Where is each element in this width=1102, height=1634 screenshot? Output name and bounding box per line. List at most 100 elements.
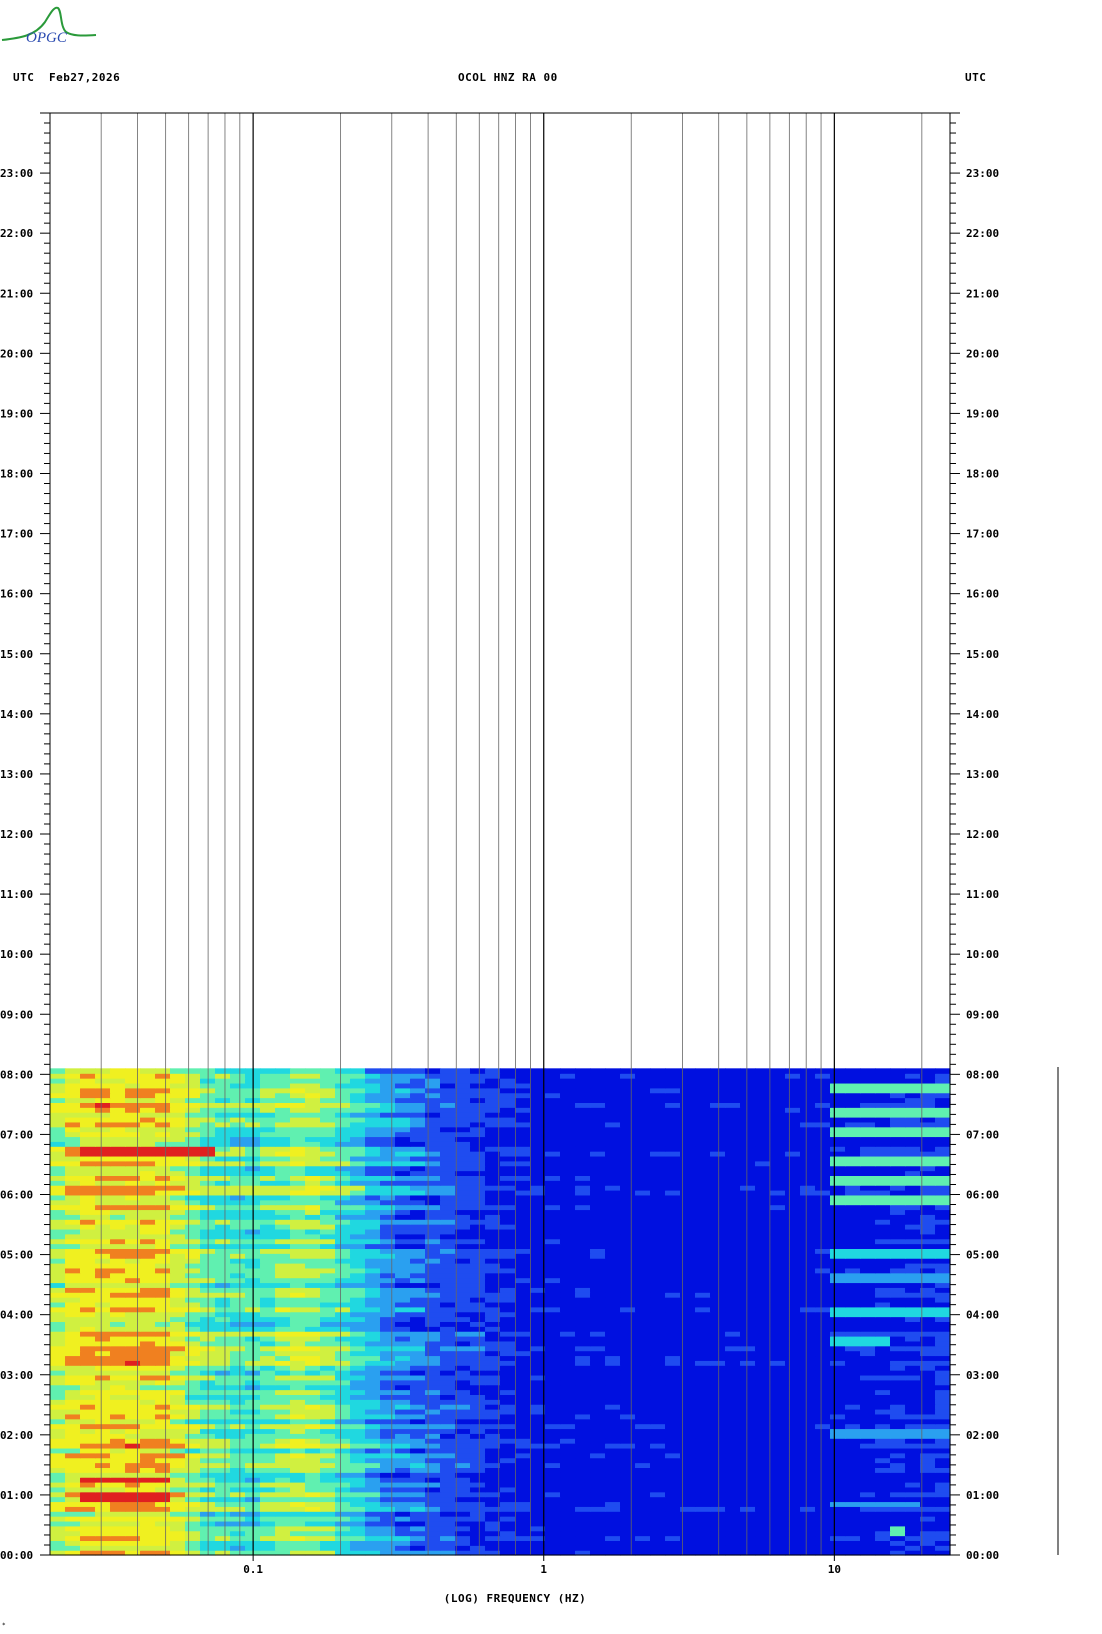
spectrogram-cell [545,1151,561,1157]
spectrogram-cell [620,1185,636,1191]
spectrogram-cell [545,1301,561,1308]
spectrogram-cell [635,1374,651,1381]
spectrogram-cell [815,1423,831,1430]
spectrogram-cell [680,1306,696,1313]
spectrogram-cell [365,1540,381,1546]
spectrogram-cell [275,1365,291,1371]
spectrogram-cell [485,1384,501,1391]
spectrogram-cell [170,1423,186,1430]
spectrogram-cell [935,1238,951,1245]
spectrogram-cell [170,1170,186,1176]
spectrogram-cell [365,1253,381,1259]
spectrogram-cell [95,1160,111,1167]
spectrogram-cell [860,1482,876,1488]
spectrogram-cell [440,1194,456,1201]
spectrogram-cell [350,1350,366,1357]
spectrogram-cell [455,1272,471,1279]
spectrogram-cell [755,1477,771,1483]
spectrogram-cell [335,1482,351,1488]
spectrogram-cell [440,1282,456,1288]
spectrogram-cell [185,1180,201,1186]
spectrogram-cell [380,1399,396,1405]
spectrogram-cell [605,1243,621,1249]
spectrogram-cell [935,1472,951,1478]
spectrogram-cell [650,1511,666,1517]
spectrogram-cell [500,1287,516,1293]
spectrogram-cell [605,1355,621,1361]
spectrogram-cell [560,1209,576,1215]
spectrogram-cell [470,1404,486,1410]
spectrogram-cell [155,1253,171,1259]
spectrogram-cell [830,1155,846,1162]
spectrogram-cell [425,1365,441,1371]
spectrogram-cell [890,1185,906,1191]
spectrogram-cell [155,1472,171,1478]
spectrogram-cell [710,1520,726,1527]
spectrogram-cell [920,1155,936,1162]
spectrogram-cell [815,1180,831,1186]
spectrogram-cell [620,1360,636,1366]
spectrogram-cell [95,1253,111,1259]
spectrogram-cell [635,1413,651,1420]
spectrogram-cell [230,1447,246,1454]
spectrogram-cell [95,1209,111,1215]
spectrogram-cell [410,1170,426,1176]
spectrogram-cell [230,1379,246,1386]
spectrogram-cell [260,1472,276,1478]
spectrogram-cell [185,1550,201,1556]
spectrogram-cell [50,1282,66,1288]
spectrogram-cell [860,1418,876,1425]
spectrogram-cell [455,1482,471,1488]
spectrogram-cell [530,1350,546,1357]
spectrogram-cell [425,1530,441,1537]
spectrogram-cell [260,1204,276,1211]
spectrogram-cell [590,1180,606,1186]
spectrogram-cell [860,1297,876,1303]
spectrogram-cell [860,1472,876,1478]
spectrogram-cell [125,1326,141,1332]
spectrogram-cell [680,1520,696,1527]
spectrogram-cell [710,1277,726,1284]
spectrogram-cell [590,1253,606,1259]
spectrogram-cell [545,1262,561,1269]
spectrogram-cell [935,1311,951,1318]
spectrogram-cell [395,1326,411,1332]
spectrogram-cell [50,1155,66,1162]
spectrogram-cell [155,1438,171,1444]
spectrogram-cell [830,1297,846,1303]
spectrogram-cell [140,1540,156,1546]
spectrogram-cell [140,1224,156,1230]
spectrogram-cell [65,1316,81,1322]
spectrogram-cell [350,1418,366,1425]
spectrogram-cell [620,1165,636,1172]
spectrogram-cell [140,1423,156,1430]
spectrogram-cell [800,1326,816,1332]
spectrogram-cell [680,1472,696,1478]
spectrogram-cell [860,1151,876,1157]
spectrogram-cell [335,1447,351,1454]
spectrogram-cell [830,1345,846,1352]
spectrogram-cell [650,1467,666,1473]
spectrogram-cell [365,1267,381,1274]
spectrogram-cell [305,1365,321,1371]
spectrogram-cell [290,1287,306,1293]
spectrogram-cell [755,1282,771,1288]
spectrogram-cell [125,1438,141,1444]
spectrogram-cell [50,1340,66,1347]
spectrogram-cell [470,1525,486,1532]
spectrogram-cell [320,1374,336,1381]
spectrogram-cell [905,1262,921,1269]
spectrogram-cell [650,1189,666,1196]
spectrogram-cell [110,1248,126,1254]
spectrogram-cell [815,1550,831,1556]
spectrogram-cell [815,1506,831,1512]
spectrogram-cell [335,1248,351,1254]
spectrogram-cell [800,1238,816,1245]
spectrogram-cell [260,1491,276,1498]
spectrogram-cell [440,1540,456,1546]
spectrogram-cell [905,1214,921,1220]
spectrogram-cell [140,1525,156,1532]
spectrogram-cell [785,1219,801,1225]
spectrogram-cell [815,1165,831,1172]
spectrogram-cell [875,1418,891,1425]
